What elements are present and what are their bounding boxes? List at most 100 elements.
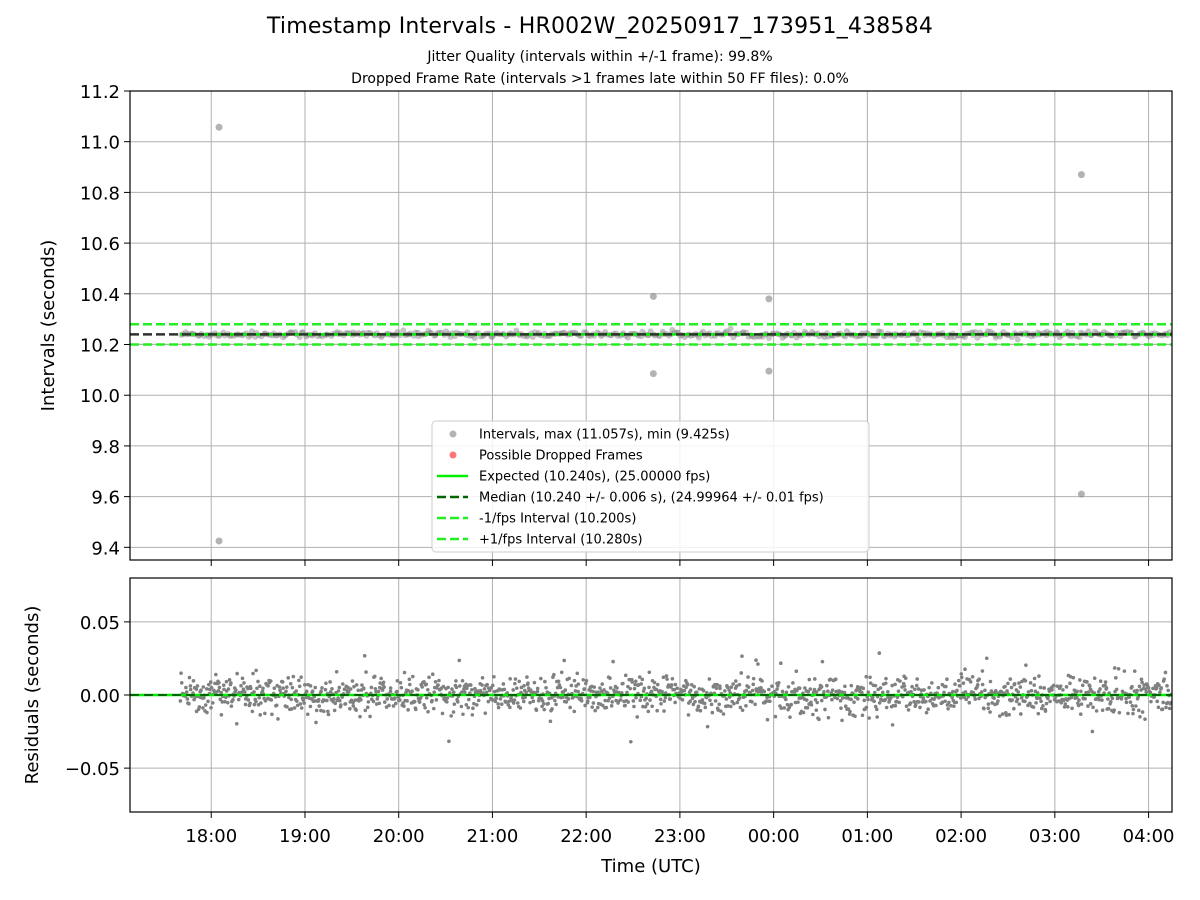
residual-point <box>658 697 663 702</box>
residual-point <box>583 703 587 708</box>
residual-point <box>877 701 882 705</box>
residual-point <box>292 706 297 710</box>
residual-point <box>668 697 673 701</box>
residual-point <box>586 699 590 703</box>
residual-point <box>423 705 427 710</box>
residual-point <box>703 705 708 710</box>
residual-point <box>326 709 330 714</box>
residual-point <box>1161 700 1166 705</box>
residual-point <box>1071 675 1076 680</box>
residual-point <box>323 687 328 692</box>
residual-point <box>1004 713 1009 717</box>
residual-point <box>496 705 501 710</box>
x-axis-label: Time (UTC) <box>600 856 701 877</box>
residual-point <box>746 675 750 679</box>
residual-point <box>718 709 723 713</box>
residual-point <box>470 713 475 717</box>
residual-point <box>308 684 313 688</box>
residual-point <box>547 696 551 701</box>
residual-point <box>963 690 968 694</box>
residual-point <box>967 700 972 705</box>
residual-point <box>354 683 359 687</box>
residual-point <box>440 711 445 716</box>
residual-point <box>762 689 767 694</box>
residual-point <box>576 689 580 694</box>
residual-point <box>286 676 291 680</box>
residual-point <box>961 681 966 685</box>
residual-point <box>250 709 255 714</box>
residual-point <box>1143 717 1147 721</box>
residual-point <box>867 716 871 720</box>
residual-point <box>187 701 191 706</box>
residual-point <box>1114 676 1118 680</box>
residual-point <box>508 677 512 681</box>
residual-point <box>1158 690 1162 695</box>
residual-point <box>641 704 645 709</box>
residual-point <box>332 708 337 713</box>
residual-point <box>1038 685 1043 690</box>
residual-point <box>535 689 540 694</box>
residual-point <box>890 683 894 688</box>
residual-point <box>406 689 411 693</box>
residual-point <box>295 703 300 708</box>
residual-point <box>968 680 973 684</box>
interval-point <box>875 328 882 335</box>
residual-point <box>221 683 226 687</box>
residual-point <box>209 705 213 710</box>
legend-marker-dropped <box>449 451 457 459</box>
residual-point <box>914 683 919 688</box>
residual-point <box>583 681 588 686</box>
residual-point <box>522 684 526 688</box>
residual-point <box>1061 688 1065 692</box>
x-tick-label: 00:00 <box>748 826 800 847</box>
residual-point <box>895 695 900 699</box>
residual-point <box>826 715 831 720</box>
residual-point <box>480 675 485 680</box>
residual-point <box>1139 677 1144 682</box>
residual-point <box>1106 697 1110 701</box>
residual-point <box>337 698 342 703</box>
residual-point <box>219 713 224 717</box>
residual-point <box>811 712 815 717</box>
residual-point <box>462 687 466 691</box>
residual-point <box>524 690 528 695</box>
residual-point <box>385 697 390 701</box>
residual-point <box>281 686 285 691</box>
y-tick-label: 9.4 <box>91 538 120 559</box>
residual-point <box>224 695 228 700</box>
residual-point <box>688 699 693 703</box>
residual-point <box>552 672 556 677</box>
residual-point <box>531 699 536 703</box>
residual-point <box>731 682 735 686</box>
residual-point <box>256 679 260 684</box>
residual-point <box>431 706 436 711</box>
residual-point <box>1080 683 1085 688</box>
residual-point <box>930 681 934 685</box>
residual-point <box>305 712 310 717</box>
residual-point <box>784 690 789 695</box>
residual-point <box>301 696 306 701</box>
residual-point <box>260 689 265 694</box>
residual-point <box>830 697 834 702</box>
residual-point <box>1062 705 1067 709</box>
residual-point <box>1034 701 1038 705</box>
y-tick-label: 9.8 <box>91 437 120 458</box>
residual-point <box>569 683 574 688</box>
residual-point <box>289 697 294 702</box>
residual-point <box>568 705 572 710</box>
residual-point <box>909 690 913 694</box>
residual-point <box>472 701 476 706</box>
residual-point <box>684 685 688 690</box>
residual-point <box>1059 700 1064 705</box>
residual-point <box>348 687 353 691</box>
residual-point <box>1140 710 1145 714</box>
residual-point <box>690 696 695 701</box>
residual-point <box>1070 706 1074 711</box>
residual-point <box>486 699 491 704</box>
residual-point <box>208 680 213 684</box>
residual-point <box>365 705 370 710</box>
residual-point <box>1075 689 1079 694</box>
residual-point <box>218 697 223 702</box>
residual-point <box>953 682 957 686</box>
residual-point <box>422 702 426 707</box>
